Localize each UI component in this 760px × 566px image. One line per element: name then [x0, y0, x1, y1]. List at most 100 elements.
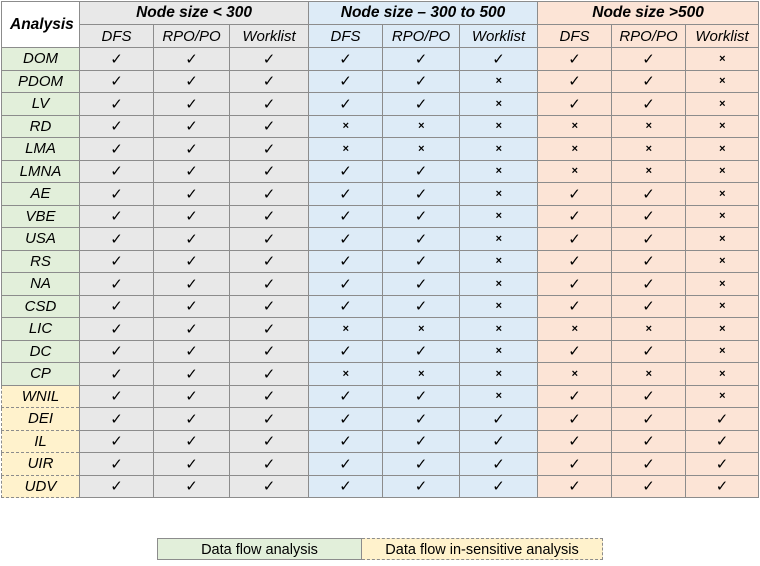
- check-icon: ✓: [153, 272, 230, 296]
- check-icon: ✓: [308, 227, 384, 251]
- row-analysis-name: DC: [1, 339, 80, 363]
- cross-icon: ×: [308, 317, 384, 341]
- check-icon: ✓: [308, 69, 384, 93]
- check-icon: ✓: [537, 429, 613, 453]
- table-row: LV ✓ ✓ ✓ ✓ ✓ × ✓ ✓ ×: [1, 92, 760, 116]
- cross-icon: ×: [685, 69, 760, 93]
- table-row: LIC ✓ ✓ ✓ × × × × × ×: [1, 317, 760, 341]
- cross-icon: ×: [459, 249, 539, 273]
- check-icon: ✓: [153, 92, 230, 116]
- check-icon: ✓: [79, 339, 154, 363]
- cross-icon: ×: [382, 137, 461, 161]
- cross-icon: ×: [685, 317, 760, 341]
- check-icon: ✓: [228, 294, 310, 318]
- check-icon: ✓: [308, 452, 384, 476]
- check-icon: ✓: [228, 137, 310, 161]
- group-header-large: Node size >500: [537, 1, 760, 25]
- check-icon: ✓: [308, 272, 384, 296]
- cross-icon: ×: [611, 114, 687, 138]
- cross-icon: ×: [382, 362, 461, 386]
- check-icon: ✓: [459, 407, 539, 431]
- check-icon: ✓: [153, 294, 230, 318]
- cross-icon: ×: [685, 339, 760, 363]
- check-icon: ✓: [611, 92, 687, 116]
- check-icon: ✓: [228, 474, 310, 498]
- check-icon: ✓: [308, 92, 384, 116]
- cross-icon: ×: [611, 317, 687, 341]
- check-icon: ✓: [79, 159, 154, 183]
- cross-icon: ×: [685, 137, 760, 161]
- subcol-rpo-po: RPO/PO: [382, 24, 461, 48]
- check-icon: ✓: [228, 69, 310, 93]
- row-analysis-name: DEI: [1, 407, 80, 431]
- check-icon: ✓: [537, 294, 613, 318]
- check-icon: ✓: [611, 204, 687, 228]
- subcol-dfs: DFS: [79, 24, 154, 48]
- check-icon: ✓: [228, 429, 310, 453]
- check-icon: ✓: [228, 272, 310, 296]
- check-icon: ✓: [382, 452, 461, 476]
- subcol-dfs: DFS: [308, 24, 384, 48]
- cross-icon: ×: [459, 294, 539, 318]
- row-analysis-name: AE: [1, 182, 80, 206]
- check-icon: ✓: [153, 452, 230, 476]
- check-icon: ✓: [228, 92, 310, 116]
- legend-data-flow-insensitive: Data flow in-sensitive analysis: [362, 538, 603, 560]
- check-icon: ✓: [382, 227, 461, 251]
- subcol-worklist: Worklist: [685, 24, 760, 48]
- check-icon: ✓: [611, 249, 687, 273]
- subcolumn-header-row: DFS RPO/PO Worklist DFS RPO/PO Worklist …: [2, 24, 760, 48]
- row-analysis-name: USA: [1, 227, 80, 251]
- check-icon: ✓: [228, 384, 310, 408]
- subcol-rpo-po: RPO/PO: [153, 24, 230, 48]
- check-icon: ✓: [382, 294, 461, 318]
- check-icon: ✓: [611, 429, 687, 453]
- check-icon: ✓: [537, 204, 613, 228]
- check-icon: ✓: [79, 384, 154, 408]
- check-icon: ✓: [228, 317, 310, 341]
- table-row: NA ✓ ✓ ✓ ✓ ✓ × ✓ ✓ ×: [1, 272, 760, 296]
- check-icon: ✓: [537, 182, 613, 206]
- check-icon: ✓: [79, 452, 154, 476]
- cross-icon: ×: [459, 317, 539, 341]
- cross-icon: ×: [537, 137, 613, 161]
- check-icon: ✓: [308, 474, 384, 498]
- subcol-worklist: Worklist: [228, 24, 310, 48]
- table-row: DEI ✓ ✓ ✓ ✓ ✓ ✓ ✓ ✓ ✓: [1, 407, 760, 431]
- check-icon: ✓: [153, 474, 230, 498]
- check-icon: ✓: [459, 47, 539, 71]
- check-icon: ✓: [611, 339, 687, 363]
- cross-icon: ×: [537, 362, 613, 386]
- check-icon: ✓: [228, 204, 310, 228]
- cross-icon: ×: [685, 182, 760, 206]
- check-icon: ✓: [611, 384, 687, 408]
- check-icon: ✓: [382, 272, 461, 296]
- check-icon: ✓: [685, 452, 760, 476]
- check-icon: ✓: [685, 474, 760, 498]
- check-icon: ✓: [537, 92, 613, 116]
- check-icon: ✓: [382, 384, 461, 408]
- cross-icon: ×: [382, 317, 461, 341]
- cross-icon: ×: [459, 182, 539, 206]
- check-icon: ✓: [79, 294, 154, 318]
- group-header-small: Node size < 300: [78, 1, 310, 25]
- group-header-medium: Node size – 300 to 500: [308, 1, 539, 25]
- check-icon: ✓: [308, 339, 384, 363]
- check-icon: ✓: [611, 474, 687, 498]
- check-icon: ✓: [537, 227, 613, 251]
- check-icon: ✓: [382, 92, 461, 116]
- check-icon: ✓: [79, 92, 154, 116]
- check-icon: ✓: [153, 249, 230, 273]
- check-icon: ✓: [228, 407, 310, 431]
- table-row: DC ✓ ✓ ✓ ✓ ✓ × ✓ ✓ ×: [1, 339, 760, 363]
- check-icon: ✓: [382, 182, 461, 206]
- cross-icon: ×: [685, 92, 760, 116]
- check-icon: ✓: [308, 384, 384, 408]
- table-row: WNIL ✓ ✓ ✓ ✓ ✓ × ✓ ✓ ×: [1, 384, 760, 408]
- analysis-column-header: Analysis: [1, 1, 80, 48]
- cross-icon: ×: [685, 204, 760, 228]
- table-row: PDOM ✓ ✓ ✓ ✓ ✓ × ✓ ✓ ×: [1, 69, 760, 93]
- check-icon: ✓: [79, 227, 154, 251]
- row-analysis-name: RS: [1, 249, 80, 273]
- check-icon: ✓: [153, 339, 230, 363]
